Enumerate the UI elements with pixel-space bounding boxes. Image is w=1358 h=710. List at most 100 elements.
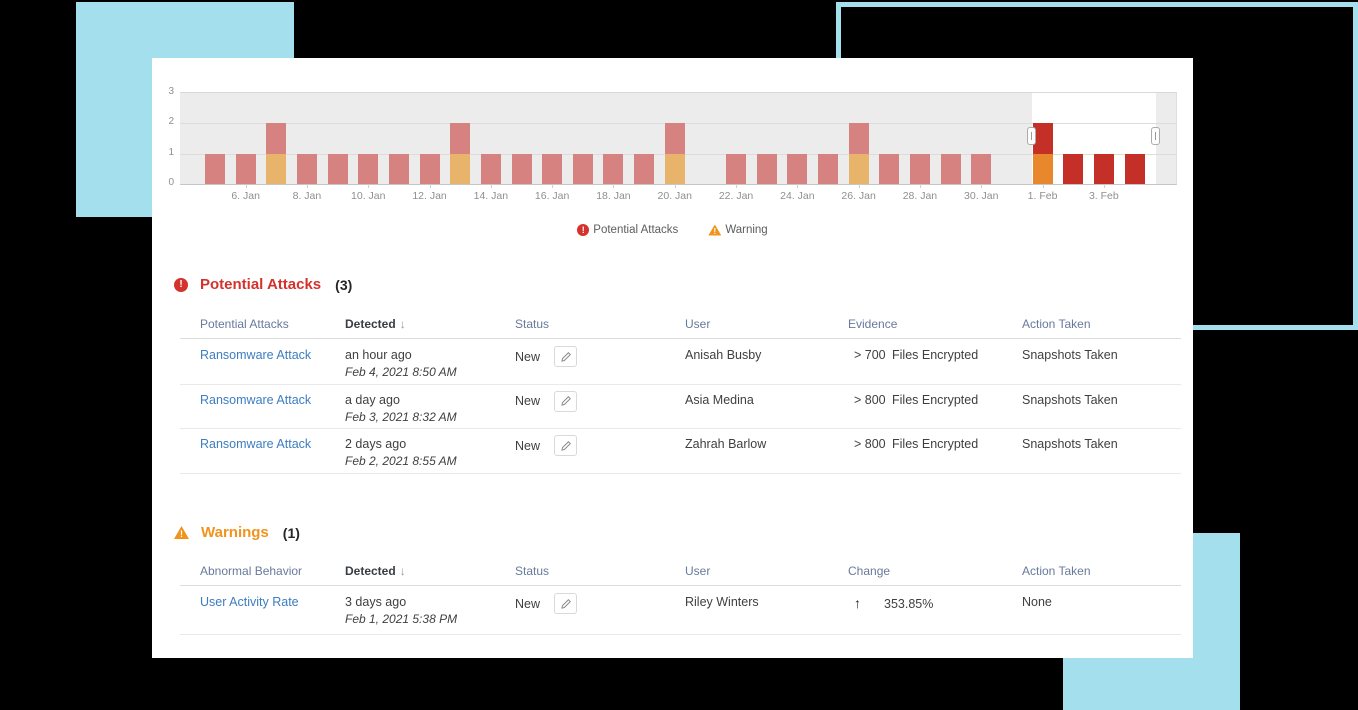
chart-bar-attack[interactable] <box>664 123 685 154</box>
status-cell: New <box>515 346 578 367</box>
column-header-status[interactable]: Status <box>515 317 550 331</box>
edit-status-button[interactable] <box>554 593 578 614</box>
chart-bar-attack[interactable] <box>480 153 501 184</box>
status-value: New <box>515 438 541 453</box>
column-header-detected[interactable]: Detected ↓ <box>345 317 406 331</box>
x-tick-label: 18. Jan <box>596 190 631 202</box>
chart-legend: ! Potential Attacks ! Warning <box>152 224 1193 236</box>
column-header-status[interactable]: Status <box>515 564 550 578</box>
edit-status-button[interactable] <box>554 390 578 412</box>
evidence-label: Files Encrypted <box>892 437 979 451</box>
x-tick-mark <box>613 184 615 188</box>
x-tick-mark <box>797 184 799 188</box>
chart-bar-attack[interactable] <box>358 153 379 184</box>
user-cell: Anisah Busby <box>685 348 762 362</box>
legend-item-warning[interactable]: ! Warning <box>708 224 768 236</box>
y-tick-label: 3 <box>168 86 174 97</box>
chart-bar-warning[interactable] <box>266 153 287 184</box>
column-header-action-taken[interactable]: Action Taken <box>1022 564 1091 578</box>
row-name-cell: User Activity Rate <box>200 595 299 609</box>
user-cell: Zahrah Barlow <box>685 437 767 451</box>
x-tick-mark <box>245 184 247 188</box>
chart-bar-warning[interactable] <box>1032 153 1053 184</box>
chart-bar-warning[interactable] <box>848 153 869 184</box>
chart-bar-attack[interactable] <box>879 153 900 184</box>
chart-bar-attack[interactable] <box>787 153 808 184</box>
edit-status-button[interactable] <box>554 435 578 456</box>
y-tick-label: 2 <box>168 116 174 128</box>
chart-bar-attack[interactable] <box>848 123 869 154</box>
x-tick-mark <box>736 184 738 188</box>
status-cell: New <box>515 435 578 456</box>
status-value: New <box>515 394 541 408</box>
chart-bar-attack[interactable] <box>296 153 317 184</box>
chart-bar-attack[interactable] <box>971 153 992 184</box>
chart-bar-attack[interactable] <box>1093 153 1114 184</box>
x-tick-label: 14. Jan <box>473 190 509 202</box>
chart-bar-attack[interactable] <box>726 153 747 184</box>
column-header-action-taken[interactable]: Action Taken <box>1022 317 1091 331</box>
legend-label: Warning <box>725 224 768 236</box>
detected-date: Feb 1, 2021 5:38 PM <box>345 612 458 626</box>
chart-bar-attack[interactable] <box>419 153 440 184</box>
detected-cell: 2 days ago Feb 2, 2021 8:55 AM <box>345 437 457 468</box>
chart-bar-attack[interactable] <box>909 153 930 184</box>
incident-link[interactable]: Ransomware Attack <box>200 348 312 362</box>
chart-bar-attack[interactable] <box>572 153 593 184</box>
status-cell: New <box>515 593 578 614</box>
status-cell: New <box>515 390 578 412</box>
column-header-user[interactable]: User <box>685 564 711 578</box>
chart-bar-attack[interactable] <box>511 153 532 184</box>
chart-bar-attack[interactable] <box>634 153 655 184</box>
table-row: User Activity Rate 3 days ago Feb 1, 2021 … <box>180 586 1181 635</box>
error-circle-icon: ! <box>577 224 590 236</box>
selection-handle-right[interactable] <box>1151 127 1161 145</box>
column-header-detected[interactable]: Detected ↓ <box>345 564 406 578</box>
x-tick-label: 22. Jan <box>718 190 754 202</box>
column-header-potential-attacks[interactable]: Potential Attacks <box>200 317 289 331</box>
chart-bar-attack[interactable] <box>756 153 777 184</box>
column-header-user[interactable]: User <box>685 317 711 331</box>
table-header-row: Potential Attacks Detected ↓ Status User Evid… <box>180 317 1181 339</box>
evidence-label: Files Encrypted <box>892 392 979 407</box>
status-value: New <box>515 596 541 611</box>
detected-date: Feb 2, 2021 8:55 AM <box>345 454 457 468</box>
chart-bar-attack[interactable] <box>235 153 256 184</box>
chart-bar-attack[interactable] <box>205 153 225 184</box>
section-count: (3) <box>335 276 353 293</box>
column-header-abnormal-behavior[interactable]: Abnormal Behavior <box>200 564 303 578</box>
potential-attacks-header: ! Potential Attacks (3) <box>174 276 352 293</box>
chart-bar-attack[interactable] <box>266 123 287 154</box>
x-tick-mark <box>981 184 983 188</box>
chart-bar-attack[interactable] <box>1124 153 1145 184</box>
incident-link[interactable]: Ransomware Attack <box>200 392 312 407</box>
chart-bar-warning[interactable] <box>664 153 685 184</box>
row-name-cell: Ransomware Attack <box>200 437 311 451</box>
chart-bar-attack[interactable] <box>388 153 409 184</box>
legend-item-potential-attacks[interactable]: ! Potential Attacks <box>577 224 678 236</box>
column-header-change[interactable]: Change <box>848 564 891 578</box>
chart-bar-attack[interactable] <box>1032 123 1053 154</box>
evidence-value: > 700 <box>854 348 886 362</box>
error-circle-icon: ! <box>174 277 188 292</box>
action-taken-cell: Snapshots Taken <box>1022 392 1118 407</box>
user-cell: Riley Winters <box>685 595 759 609</box>
incident-link[interactable]: User Activity Rate <box>200 595 299 609</box>
evidence-cell: > 700 Files Encrypted <box>854 348 978 362</box>
edit-status-button[interactable] <box>554 346 578 367</box>
chart-bar-attack[interactable] <box>327 153 348 184</box>
chart-bar-warning[interactable] <box>450 153 471 184</box>
column-header-evidence[interactable]: Evidence <box>848 317 898 331</box>
chart-bar-attack[interactable] <box>450 123 471 154</box>
selection-handle-left[interactable] <box>1027 127 1037 145</box>
x-tick-label: 10. Jan <box>351 190 386 202</box>
chart-bar-attack[interactable] <box>542 153 563 184</box>
chart-bar-attack[interactable] <box>818 153 838 184</box>
chart-bar-attack[interactable] <box>940 153 961 184</box>
chart-bar-attack[interactable] <box>603 153 624 184</box>
action-taken-cell: None <box>1022 595 1052 609</box>
chart-plot-area[interactable] <box>180 92 1177 185</box>
chart-bar-attack[interactable] <box>1063 153 1084 184</box>
incident-link[interactable]: Ransomware Attack <box>200 437 312 451</box>
